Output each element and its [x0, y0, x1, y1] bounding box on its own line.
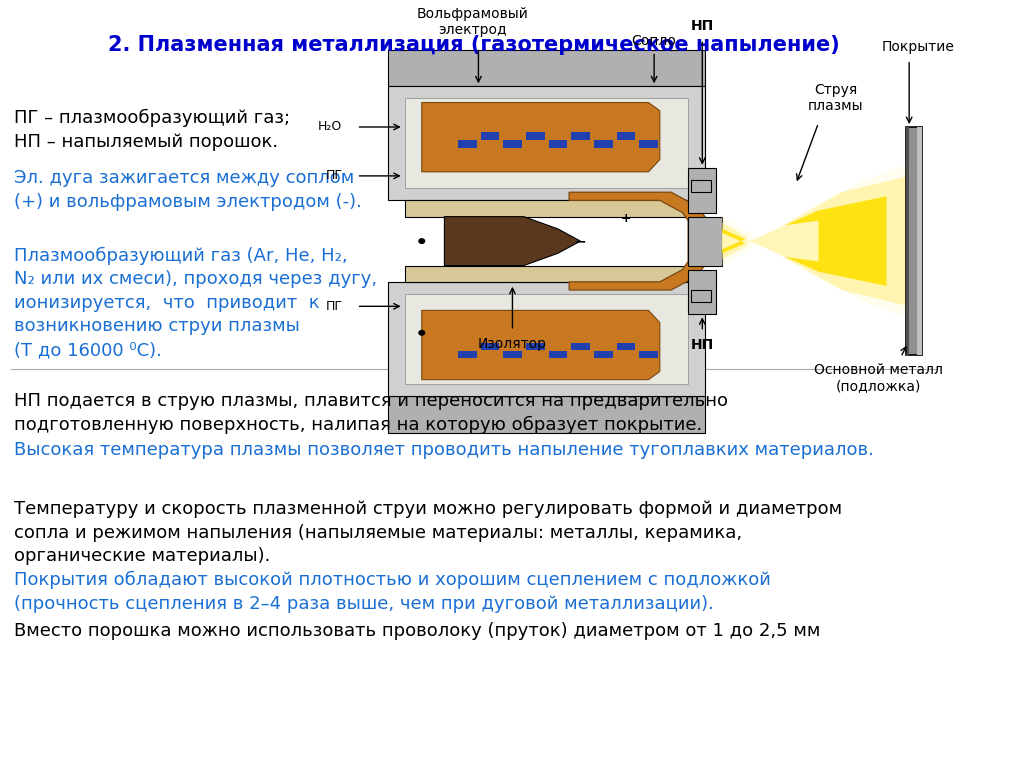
- Text: Струя
плазмы: Струя плазмы: [808, 83, 863, 113]
- Text: ПГ: ПГ: [326, 300, 342, 313]
- Text: Высокая температура плазмы позволяет проводить напыление тугоплавких материалов.: Высокая температура плазмы позволяет про…: [13, 441, 873, 459]
- Bar: [918, 127, 923, 355]
- Text: Изолятор: Изолятор: [478, 337, 547, 351]
- Text: Плазмообразующий газ (Ar, He, H₂,
N₂ или их смеси), проходя через дугу,
ионизиру: Плазмообразующий газ (Ar, He, H₂, N₂ или…: [13, 246, 377, 359]
- Bar: [549, 140, 567, 148]
- Bar: [691, 290, 711, 302]
- Polygon shape: [388, 50, 706, 86]
- Text: Эл. дуга зажигается между соплом
(+) и вольфрамовым электродом (-).: Эл. дуга зажигается между соплом (+) и в…: [13, 170, 361, 211]
- Bar: [691, 180, 711, 193]
- Text: Температуру и скорость плазменной струи можно регулировать формой и диаметром
со: Температуру и скорость плазменной струи …: [13, 500, 842, 565]
- Bar: [571, 343, 590, 350]
- Bar: [594, 140, 612, 148]
- Text: Покрытия обладают высокой плотностью и хорошим сцеплением с подложкой
(прочность: Покрытия обладают высокой плотностью и х…: [13, 571, 770, 613]
- Bar: [616, 343, 636, 350]
- Circle shape: [419, 331, 425, 335]
- Bar: [504, 351, 522, 358]
- Text: H₂O: H₂O: [318, 120, 342, 133]
- Text: Основной металл
(подложка): Основной металл (подложка): [813, 364, 942, 393]
- Text: 2. Плазменная металлизация (газотермическое напыление): 2. Плазменная металлизация (газотермичес…: [108, 35, 840, 55]
- Bar: [639, 351, 658, 358]
- Polygon shape: [688, 216, 722, 265]
- Bar: [594, 351, 612, 358]
- Polygon shape: [722, 196, 887, 286]
- Polygon shape: [722, 221, 818, 262]
- Polygon shape: [388, 86, 706, 200]
- Polygon shape: [404, 265, 694, 281]
- Polygon shape: [722, 160, 921, 323]
- Polygon shape: [388, 281, 706, 396]
- Bar: [458, 140, 477, 148]
- Bar: [480, 132, 500, 140]
- Text: Вместо порошка можно использовать проволоку (пруток) диаметром от 1 до 2,5 мм: Вместо порошка можно использовать провол…: [13, 622, 820, 640]
- Bar: [504, 140, 522, 148]
- Polygon shape: [404, 200, 694, 216]
- Text: Вольфрамовый
электрод: Вольфрамовый электрод: [417, 7, 528, 38]
- Bar: [526, 132, 545, 140]
- Polygon shape: [422, 311, 659, 380]
- Bar: [458, 351, 477, 358]
- Text: НП подается в струю плазмы, плавится и переносится на предварительно
подготовлен: НП подается в струю плазмы, плавится и п…: [13, 392, 728, 434]
- Polygon shape: [444, 216, 581, 265]
- Polygon shape: [688, 270, 717, 314]
- Bar: [906, 127, 923, 355]
- Text: Покрытие: Покрытие: [882, 40, 954, 54]
- Bar: [571, 132, 590, 140]
- Text: ПГ: ПГ: [326, 170, 342, 183]
- Polygon shape: [422, 103, 659, 172]
- Text: ПГ – плазмообразующий газ;
НП – напыляемый порошок.: ПГ – плазмообразующий газ; НП – напыляем…: [13, 109, 290, 151]
- Polygon shape: [688, 168, 717, 212]
- Polygon shape: [404, 294, 688, 384]
- Bar: [526, 343, 545, 350]
- Polygon shape: [722, 176, 909, 306]
- Text: −: −: [574, 234, 587, 248]
- Text: Сопло: Сопло: [632, 34, 677, 48]
- Bar: [906, 127, 908, 355]
- Circle shape: [419, 239, 425, 243]
- Bar: [549, 351, 567, 358]
- Bar: [480, 343, 500, 350]
- Polygon shape: [388, 396, 706, 433]
- Text: +: +: [621, 212, 631, 225]
- Polygon shape: [569, 193, 706, 290]
- Text: НП: НП: [690, 19, 714, 33]
- Bar: [616, 132, 636, 140]
- Bar: [639, 140, 658, 148]
- Text: НП: НП: [690, 338, 714, 352]
- Polygon shape: [404, 98, 688, 188]
